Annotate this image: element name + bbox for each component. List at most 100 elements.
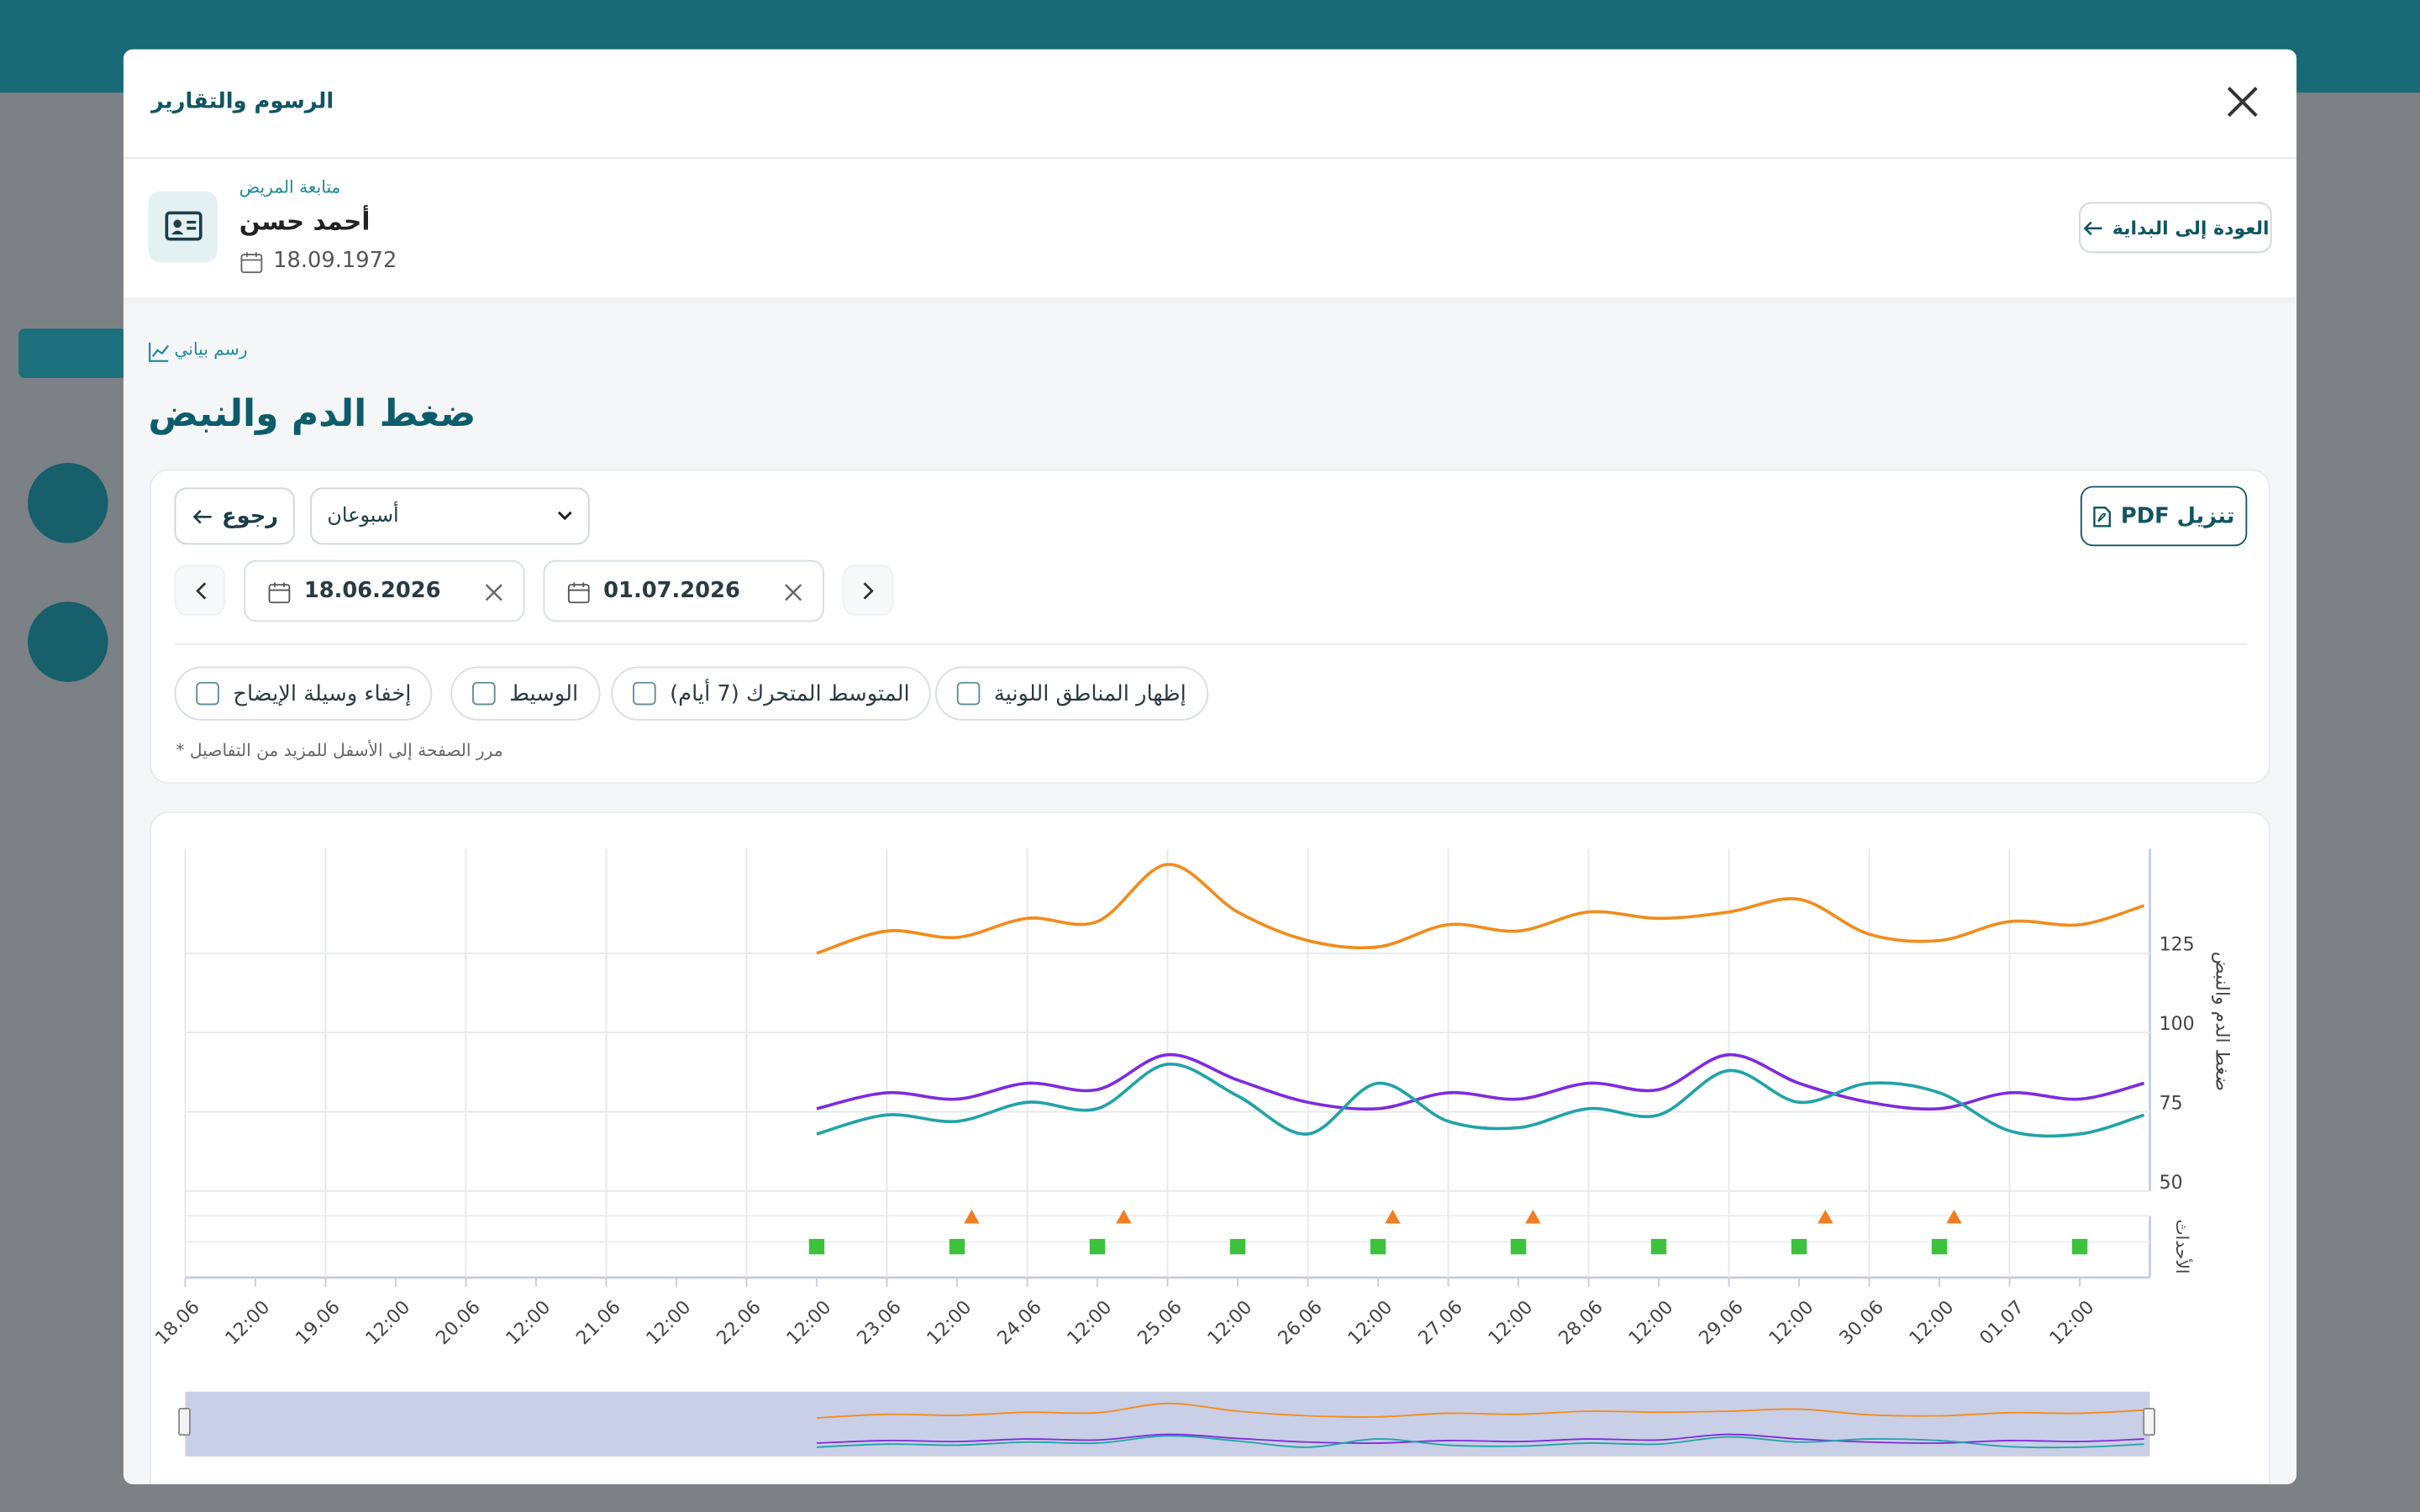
y-tick-label: 50 [2160, 1173, 2183, 1194]
range-label: أسبوعان [327, 504, 399, 528]
divider [174, 643, 2248, 645]
option-label: المتوسط المتحرك (7 أيام) [670, 680, 910, 706]
y-tick-label: 75 [2160, 1093, 2183, 1114]
navigator-line [816, 1435, 2144, 1449]
event-marker [2071, 1238, 2088, 1255]
event-marker [1650, 1238, 1667, 1255]
navigator-line [816, 1402, 2144, 1419]
y-axis-title: ضغط الدم والنبض [2212, 952, 2233, 1091]
date-from-text: 18.06.2026 [303, 578, 441, 604]
chart: الأحداث ضغط الدم والنبض 50 75 100 125 18.06 1… [151, 848, 2233, 1457]
option[interactable]: الوسيط [450, 666, 600, 721]
option-label: إظهار المناطق اللونية [993, 680, 1186, 706]
navigator-background [185, 1391, 2150, 1457]
x-tick-label: 12:00 [1906, 1297, 1959, 1350]
dialog-header [123, 49, 2297, 160]
event-marker [1946, 1210, 1962, 1224]
option-label: الوسيط [509, 680, 579, 706]
x-tick-label: 24.06 [994, 1297, 1046, 1349]
event-marker [964, 1210, 980, 1224]
dialog-title: الرسوم والتقارير [151, 89, 334, 114]
pdf-button[interactable]: تنزيل PDF [2080, 486, 2248, 547]
x-tick-label: 12:00 [1064, 1297, 1117, 1350]
x-tick-label: 27.06 [1415, 1297, 1467, 1349]
x-tick-label: 12:00 [1204, 1297, 1257, 1350]
series-line [816, 863, 2145, 955]
x-tick-label: 12:00 [1765, 1297, 1818, 1350]
patient-caption: متابعة المريض [239, 177, 341, 198]
back-label: رجوع [222, 503, 279, 529]
x-tick-label: 26.06 [1275, 1297, 1327, 1349]
option[interactable]: إخفاء وسيلة الإيضاح [174, 666, 434, 721]
back-to-start-label: العودة إلى البداية [2112, 217, 2270, 239]
event-marker [1370, 1238, 1386, 1255]
x-tick-label: 01.07 [1976, 1297, 2028, 1349]
option[interactable]: المتوسط المتحرك (7 أيام) [611, 666, 932, 721]
x-tick-label: 12:00 [222, 1297, 275, 1350]
patient-name: أحمد حسن [239, 207, 371, 237]
checkbox[interactable] [472, 681, 496, 706]
patient-icon [148, 191, 218, 263]
series-line [816, 1053, 2145, 1111]
x-tick-label: 29.06 [1696, 1297, 1748, 1349]
event-marker [1089, 1238, 1106, 1255]
calendar-icon [240, 252, 263, 274]
patient-bar [123, 159, 2297, 298]
x-tick-label: 12:00 [362, 1297, 415, 1350]
avatar [28, 463, 108, 543]
navigator-handle[interactable] [2143, 1408, 2156, 1436]
chart-card [150, 811, 2270, 1484]
avatar [28, 601, 108, 682]
x-tick-label: 12:00 [643, 1297, 696, 1350]
checkbox[interactable] [633, 681, 656, 706]
checkbox[interactable] [956, 681, 981, 706]
event-marker [1385, 1210, 1401, 1224]
y-tick-label: 100 [2160, 1014, 2195, 1035]
close-button[interactable] [2226, 85, 2260, 118]
dialog: الرسوم والتقارير متابعة المريض أحمد حسن … [123, 49, 2297, 1484]
previous-button[interactable] [174, 564, 226, 616]
x-tick-label: 18.06 [151, 1297, 203, 1349]
event-marker [808, 1238, 825, 1255]
back-to-start-button[interactable]: العودة إلى البداية [2079, 202, 2272, 254]
checkbox[interactable] [196, 681, 219, 706]
date-to[interactable]: 01.07.2026 [543, 559, 824, 622]
option[interactable]: إظهار المناطق اللونية [935, 666, 1208, 721]
y-tick-label: 125 [2160, 935, 2195, 956]
x-tick-label: 12:00 [1344, 1297, 1397, 1350]
navigator-line [816, 1433, 2144, 1444]
back-button[interactable]: رجوع [174, 487, 295, 545]
x-tick-label: 12:00 [923, 1297, 976, 1350]
pdf-label: تنزيل PDF [2120, 503, 2235, 529]
next-button[interactable] [842, 564, 894, 616]
x-tick-label: 25.06 [1134, 1297, 1186, 1349]
range-select[interactable]: أسبوعان [310, 487, 590, 545]
x-tick-label: 22.06 [713, 1297, 765, 1349]
event-marker [1116, 1210, 1132, 1224]
birth-date: 18.09.1972 [273, 248, 397, 274]
navigator-handle[interactable] [178, 1408, 191, 1436]
date-to-text: 01.07.2026 [603, 578, 740, 604]
event-marker [1525, 1210, 1541, 1224]
x-tick-label: 12:00 [783, 1297, 836, 1350]
option-label: إخفاء وسيلة الإيضاح [233, 680, 412, 706]
x-tick-label: 30.06 [1836, 1297, 1888, 1349]
x-tick-label: 21.06 [573, 1297, 625, 1349]
event-marker [949, 1238, 965, 1255]
date-from[interactable]: 18.06.2026 [244, 559, 525, 622]
event-marker [1931, 1238, 1948, 1255]
scroll-note: مرر الصفحة إلى الأسفل للمزيد من التفاصيل… [176, 740, 503, 761]
section-kicker: رسم بياني [174, 339, 248, 360]
x-tick-label: 12:00 [2046, 1297, 2099, 1350]
chart-icon [149, 342, 170, 362]
section-title: ضغط الدم والنبض [148, 391, 476, 435]
x-tick-label: 23.06 [854, 1297, 906, 1349]
x-tick-label: 12:00 [502, 1297, 555, 1350]
x-tick-label: 12:00 [1485, 1297, 1538, 1350]
app-button [18, 328, 127, 379]
event-marker [1791, 1238, 1807, 1255]
event-marker [1229, 1238, 1246, 1255]
series-line [816, 1063, 2145, 1138]
